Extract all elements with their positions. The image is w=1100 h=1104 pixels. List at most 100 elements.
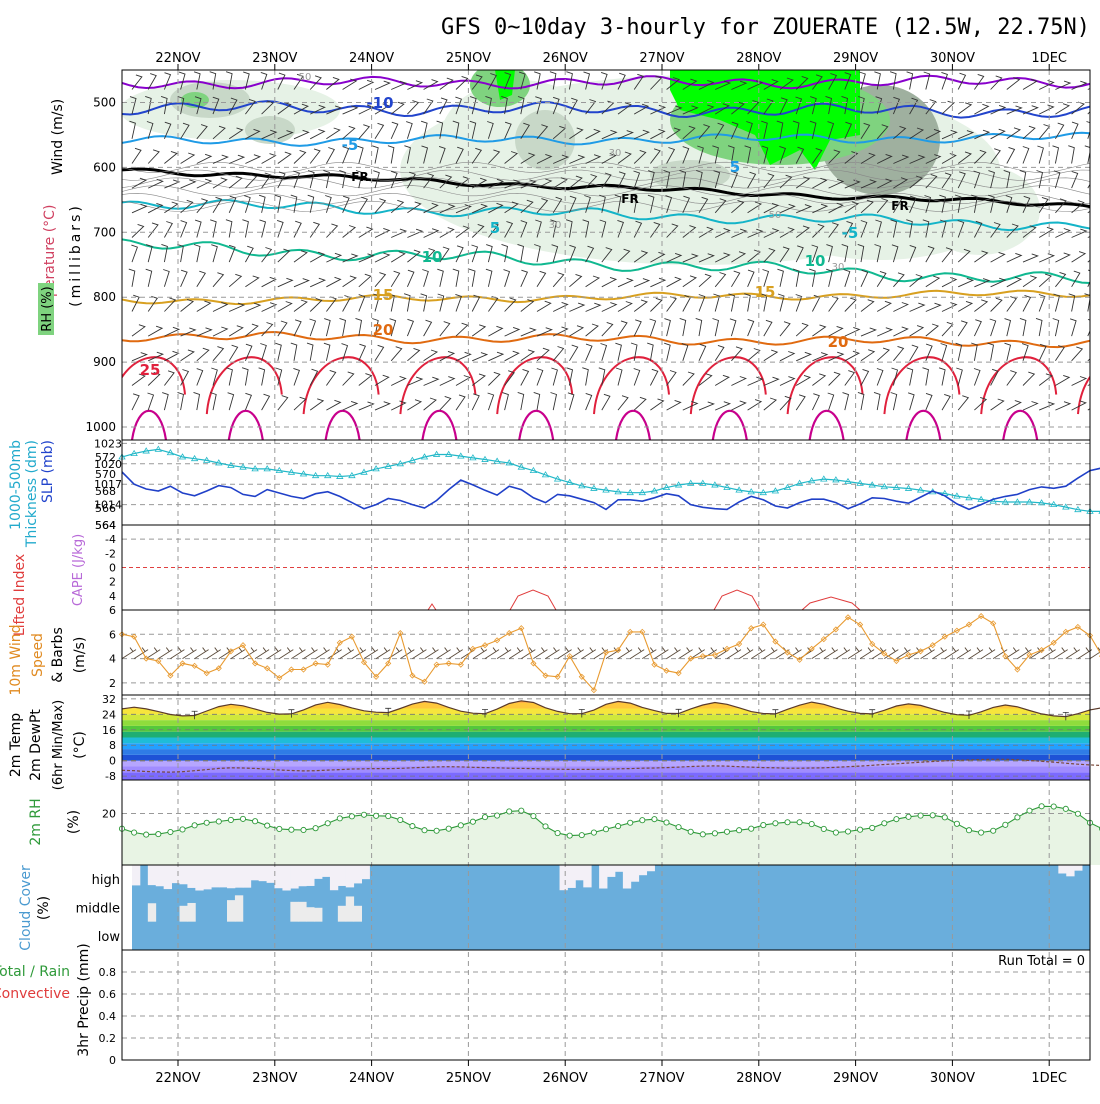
cloud-high-clear (306, 865, 314, 886)
thickness-tick-label: 564 (95, 519, 116, 532)
wind-tick-label: 4 (109, 653, 116, 666)
date-label-bottom: 1DEC (1031, 1071, 1067, 1086)
rh2m-point (1003, 822, 1008, 827)
date-label-bottom: 30NOV (930, 1071, 975, 1086)
temp-band (122, 738, 1090, 744)
rh2m-point (882, 821, 887, 826)
rh2m-point (833, 830, 838, 835)
rh2m-point (325, 821, 330, 826)
rh2m-point (253, 819, 258, 824)
cloud-mid-clear (314, 908, 322, 922)
rh2m-point (579, 833, 584, 838)
li-tick-label: -4 (105, 533, 116, 546)
cloud-high-clear (623, 865, 631, 889)
rh2m-point (628, 820, 633, 825)
cloud-high-clear (282, 865, 290, 891)
li-tick-label: -2 (105, 547, 116, 560)
cloud-mid-clear (346, 896, 354, 921)
rh2m-point (180, 827, 185, 832)
cloud-high-clear (615, 865, 623, 872)
rh-contour-label: 30 (832, 262, 845, 273)
rh-shade-30 (920, 165, 1040, 255)
date-label-top: 29NOV (833, 51, 878, 66)
cloud-high-clear (187, 865, 195, 888)
pressure-tick-label: 1000 (85, 420, 116, 434)
pressure-axis-label: (millibars) (68, 203, 84, 307)
cloud-high-clear (362, 865, 370, 879)
slp-tick-label: 1023 (94, 437, 122, 450)
rh2m-point (603, 827, 608, 832)
rh2m-point (785, 820, 790, 825)
date-label-bottom: 26NOV (543, 1071, 588, 1086)
cloud-high-clear (156, 865, 164, 886)
temp-band (122, 761, 1090, 767)
slp-tick-label: 1017 (94, 478, 122, 491)
cloud-cover-label: Cloud Cover (18, 865, 34, 951)
date-label-bottom: 25NOV (446, 1071, 491, 1086)
precip-tick-label: 0 (109, 1054, 116, 1067)
rh2m-point (749, 826, 754, 831)
cloud-high-clear (1058, 865, 1066, 874)
rh2m-point (858, 827, 863, 832)
temp-tick-label: -8 (105, 770, 116, 783)
rh2m-point (616, 824, 621, 829)
li-tick-label: 0 (109, 562, 116, 575)
date-label-top: 24NOV (349, 51, 394, 66)
temp-band (122, 755, 1090, 761)
cloud-high-clear (647, 865, 655, 871)
isotherm-label: 5 (490, 219, 500, 237)
cloud-mid-clear (235, 895, 243, 921)
rh2m-point (1039, 804, 1044, 809)
date-label-bottom: 27NOV (639, 1071, 684, 1086)
li-axis-label: Lifted Index (12, 554, 28, 636)
rh2m-point (1063, 806, 1068, 811)
rh2m-point (724, 829, 729, 834)
rh2m-point (313, 826, 318, 831)
cloud-mid-clear (354, 906, 362, 922)
cloud-high-clear (322, 865, 330, 877)
rh2m-point (410, 824, 415, 829)
rh2m-point (458, 823, 463, 828)
cloud-high-clear (338, 865, 346, 886)
rh2m-point (652, 817, 657, 822)
wind10m-label: 10m Wind (8, 624, 24, 695)
precip-tick-label: 0.4 (99, 1010, 117, 1023)
isotherm-label: FR (351, 170, 368, 184)
cloud-mid-clear (180, 906, 188, 922)
slp-axis-label: SLP (mb) (40, 440, 56, 503)
rh2m-point (894, 817, 899, 822)
cloud-high-clear (607, 865, 615, 877)
rh2m-point (1051, 804, 1056, 809)
rh2m-point (591, 830, 596, 835)
rh2m-point (216, 819, 221, 824)
pressure-tick-label: 500 (93, 95, 116, 109)
rh2m-point (470, 819, 475, 824)
cloud-high-clear (243, 865, 251, 888)
rh2m-point (168, 829, 173, 834)
temp-band (122, 732, 1090, 738)
cloud-high-clear (631, 865, 639, 882)
rh2m-point (1075, 811, 1080, 816)
rh2m-point (156, 831, 161, 836)
rh2m-point (797, 820, 802, 825)
date-label-top: 22NOV (155, 51, 200, 66)
rh2m-point (374, 813, 379, 818)
cloud-high-clear (560, 865, 568, 890)
cloud-high-clear (1066, 865, 1074, 876)
rh2m-point (991, 828, 996, 833)
isotherm-label: FR (621, 192, 638, 206)
rh2m-point (543, 824, 548, 829)
cloud-high-clear (346, 865, 354, 887)
rh2m-point (809, 821, 814, 826)
rh2m-point (1015, 815, 1020, 820)
cloud-high-clear (203, 865, 211, 889)
precip-tick-label: 0.6 (99, 988, 117, 1001)
rh2m-point (265, 823, 270, 828)
temp-band (122, 743, 1090, 749)
rh2m-point (495, 813, 500, 818)
temp-tick-label: 0 (109, 755, 116, 768)
date-label-bottom: 24NOV (349, 1071, 394, 1086)
wind10m-speed-label: Speed (30, 633, 46, 677)
rh2m-point (906, 814, 911, 819)
